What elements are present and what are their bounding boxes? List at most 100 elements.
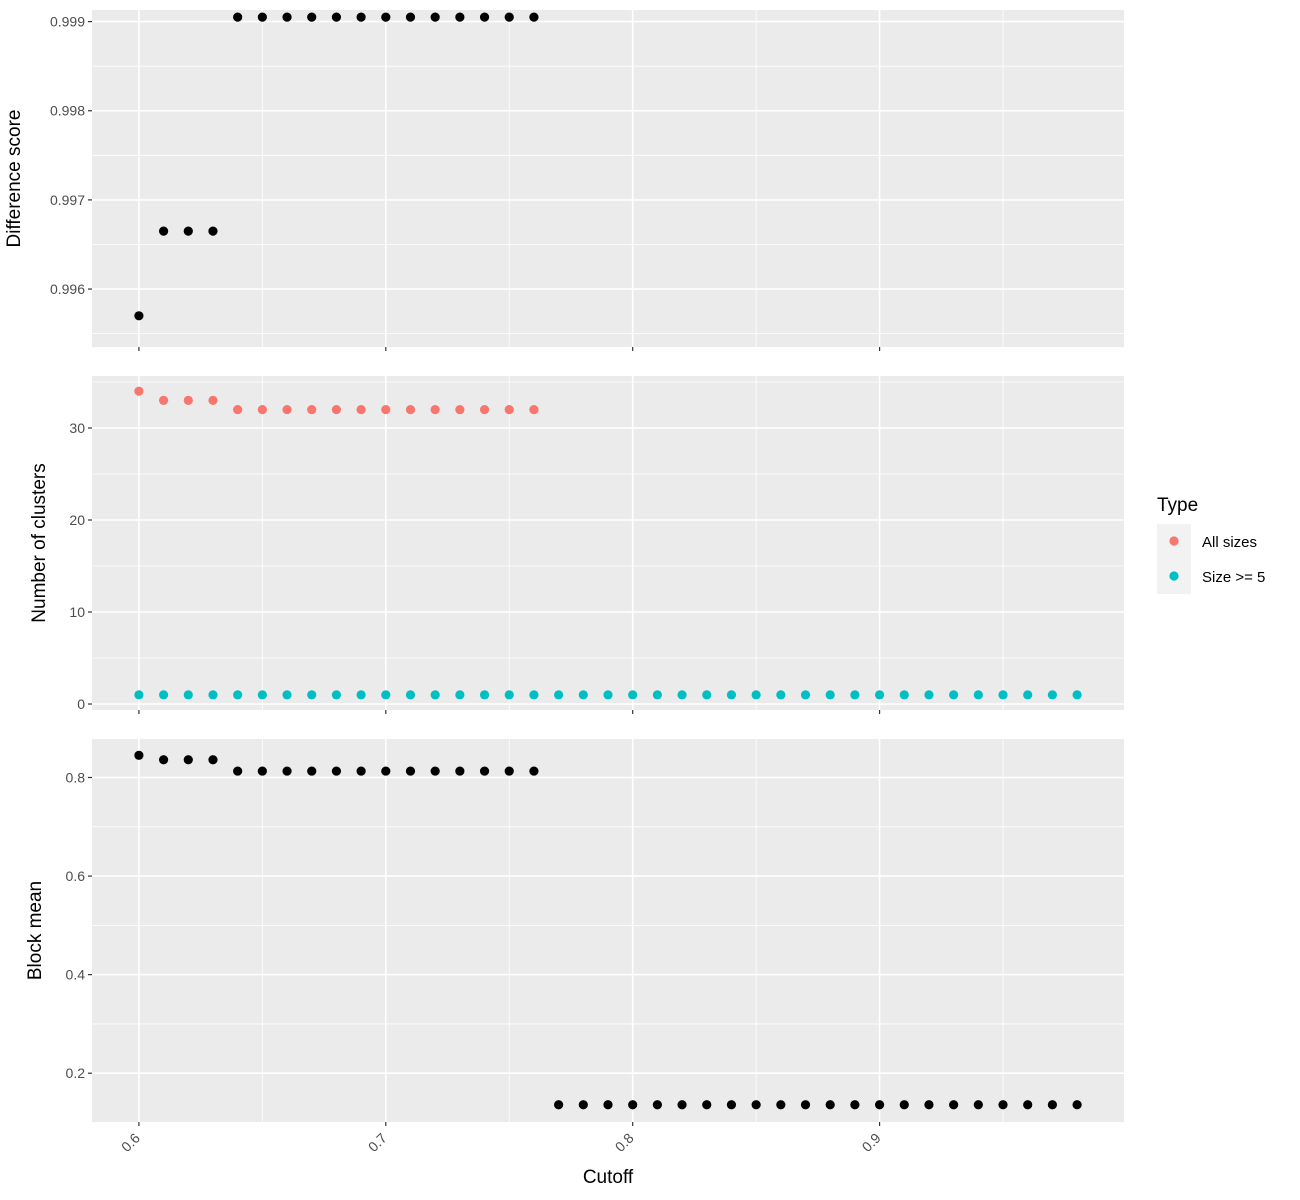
data-point-series-1 [825,1100,835,1110]
data-point-series-2 [479,690,490,700]
x-tick-label: 0.9 [859,1130,884,1155]
data-point-series-1 [158,395,169,405]
data-point-series-1 [430,12,440,22]
data-point-series-1 [381,404,391,415]
data-points [134,12,539,321]
data-point-series-2 [751,690,761,700]
y-axis-title: Difference score [4,110,25,248]
legend-label: All sizes [1202,534,1257,551]
panel-1: 0.996 0.997 0.998 0.999 Difference score [4,10,1124,351]
data-point-series-2 [726,690,737,700]
data-point-series-1 [751,1100,761,1110]
data-point-series-1 [257,12,267,22]
data-point-series-1 [529,766,539,776]
data-point-series-1 [233,12,243,22]
data-point-series-1 [257,404,267,415]
data-point-series-1 [158,226,169,236]
data-point-series-2 [924,690,934,700]
data-point-series-2 [405,690,416,700]
gridlines [92,376,1124,710]
data-point-series-2 [455,690,465,700]
data-point-series-1 [183,395,193,405]
data-point-series-2 [825,690,835,700]
data-point-series-1 [1023,1100,1033,1110]
data-point-series-1 [257,766,267,776]
data-point-series-2 [652,690,662,700]
gridlines [92,10,1124,347]
panel-background [92,739,1124,1122]
data-point-series-1 [628,1100,638,1110]
data-point-series-2 [331,690,342,700]
data-point-series-2 [1023,690,1033,700]
data-point-series-2 [677,690,687,700]
data-point-series-2 [702,690,712,700]
data-point-series-2 [949,690,959,700]
data-point-series-2 [603,690,613,700]
data-point-series-2 [430,690,440,700]
data-point-series-2 [1072,690,1082,700]
data-point-series-1 [479,766,490,776]
y-tick-label: 10 [69,604,85,620]
data-point-series-1 [307,766,317,776]
data-point-series-1 [949,1100,959,1110]
y-axis-title: Number of clusters [29,463,50,622]
data-point-series-1 [899,1100,909,1110]
data-point-series-1 [529,404,539,415]
data-point-series-1 [677,1100,687,1110]
data-point-series-1 [158,755,169,765]
data-point-series-1 [800,1100,811,1110]
data-point-series-1 [381,12,391,22]
x-tick-labels: 0.6 0.7 0.8 0.9 [118,1130,884,1155]
data-point-series-1 [479,404,490,415]
data-point-series-2 [628,690,638,700]
legend-items: All sizes Size >= 5 [1157,524,1265,594]
data-point-series-1 [134,386,144,396]
data-point-series-2 [800,690,811,700]
data-point-series-1 [504,12,514,22]
y-tick-label: 0.996 [50,281,85,297]
data-point-series-1 [331,12,342,22]
data-point-series-2 [158,690,169,700]
y-tick-label: 30 [69,420,85,436]
data-point-series-2 [899,690,909,700]
y-tick-label: 0.999 [50,14,85,30]
data-point-series-2 [208,690,218,700]
data-points [134,386,1082,700]
legend-key [1169,536,1179,546]
data-point-series-1 [134,311,144,321]
data-point-series-1 [356,766,366,776]
data-point-series-2 [356,690,366,700]
data-point-series-2 [257,690,267,700]
data-point-series-1 [356,404,366,415]
data-point-series-1 [430,404,440,415]
data-point-series-1 [282,766,292,776]
data-point-series-2 [874,690,885,700]
data-point-series-2 [233,690,243,700]
data-point-series-2 [973,690,983,700]
data-point-series-1 [554,1100,564,1110]
data-point-series-1 [998,1100,1008,1110]
data-point-series-2 [134,690,144,700]
data-point-series-1 [430,766,440,776]
data-point-series-1 [874,1100,885,1110]
data-point-series-2 [850,690,860,700]
data-point-series-2 [998,690,1008,700]
y-tick-label: 0.6 [66,868,86,884]
data-point-series-1 [356,12,366,22]
panels: 0.996 0.997 0.998 0.999 Difference score 0 10 2… [4,10,1124,1155]
data-point-series-1 [1072,1100,1082,1110]
data-point-series-2 [1047,690,1058,700]
data-point-series-1 [233,404,243,415]
data-point-series-1 [529,12,539,22]
data-points [134,750,1082,1110]
data-point-series-1 [726,1100,737,1110]
data-point-series-2 [282,690,292,700]
data-point-series-1 [455,12,465,22]
data-point-series-2 [529,690,539,700]
data-point-series-1 [405,766,416,776]
data-point-series-1 [183,226,193,236]
data-point-series-1 [208,226,218,236]
data-point-series-1 [331,404,342,415]
x-tick-label: 0.8 [612,1130,637,1155]
data-point-series-2 [504,690,514,700]
